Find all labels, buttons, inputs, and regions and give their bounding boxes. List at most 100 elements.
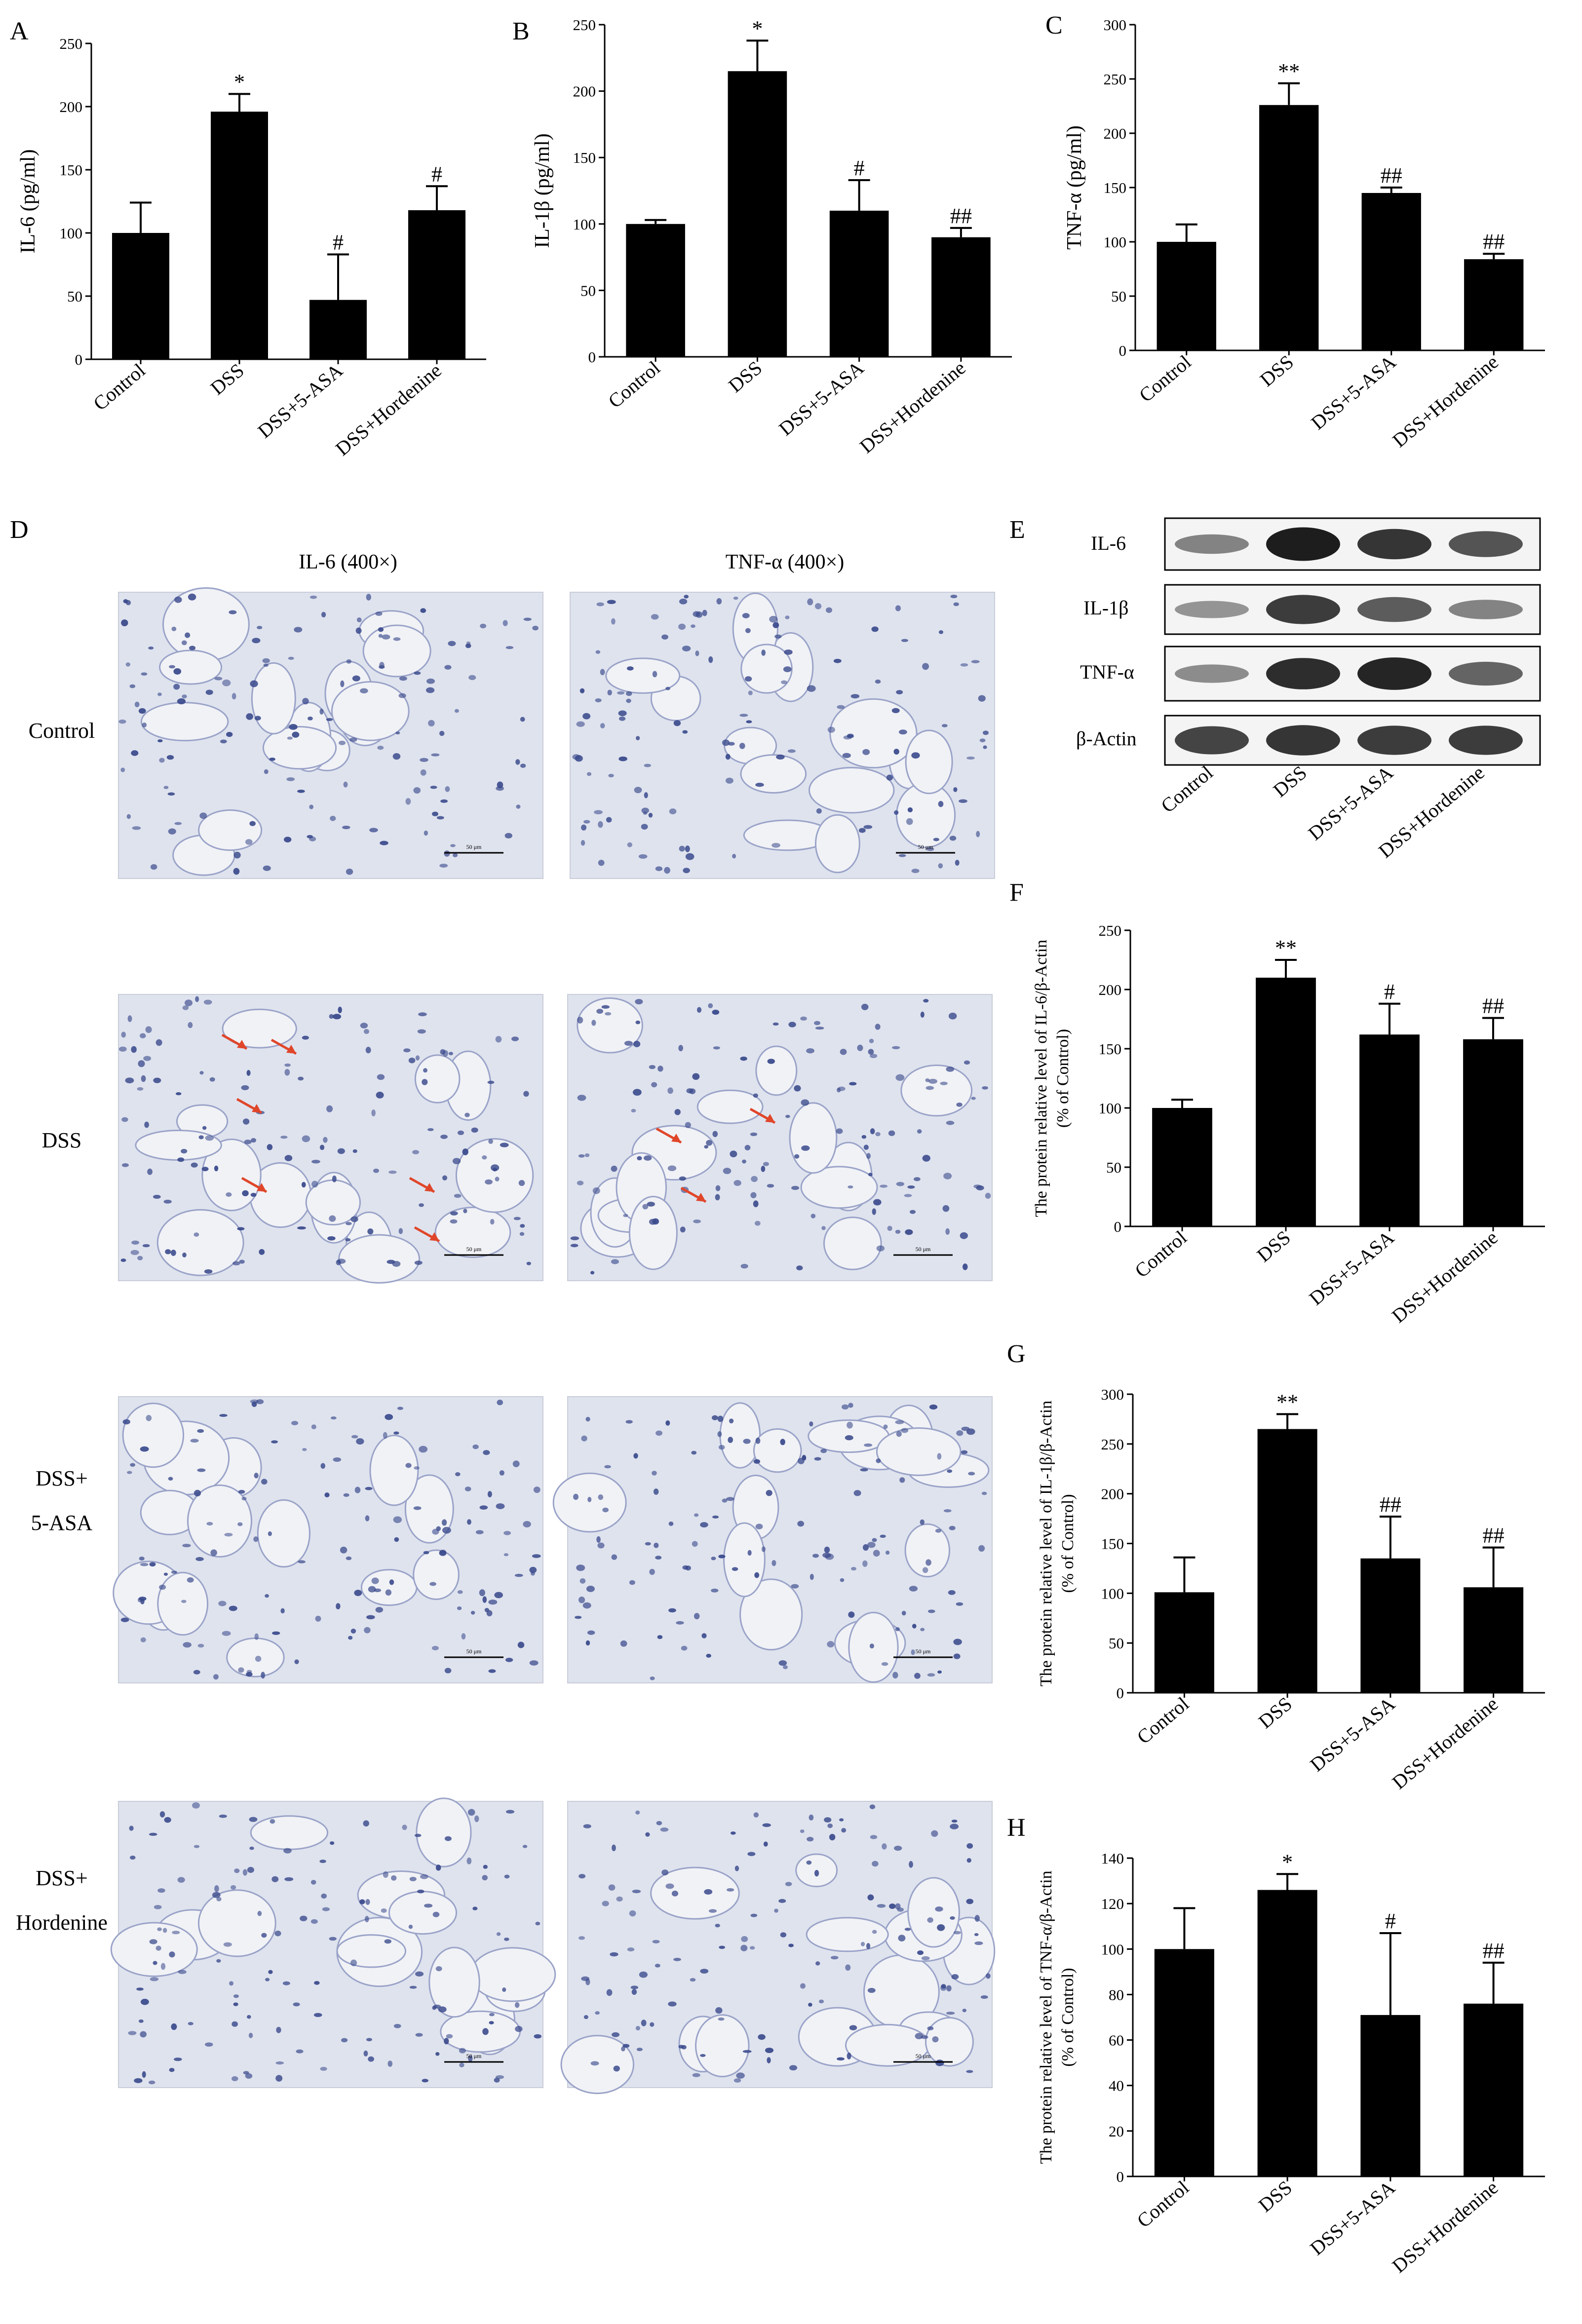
nucleus-dot [626, 666, 634, 671]
nucleus-dot [457, 1606, 462, 1610]
nucleus-dot [157, 1888, 165, 1893]
x-tick-label: DSS+5-ASA [1305, 1226, 1398, 1309]
nucleus-dot [883, 1424, 888, 1429]
nucleus-dot [806, 1048, 814, 1054]
nucleus-dot [140, 1446, 149, 1452]
nucleus-dot [265, 1594, 269, 1598]
bar-dss-hordenine [408, 210, 465, 359]
nucleus-dot [917, 1950, 924, 1955]
significance-marker: ** [1276, 1390, 1298, 1414]
nucleus-dot [343, 1493, 349, 1497]
scale-bar-label: 50 μm [918, 843, 933, 850]
blot-band [1357, 597, 1431, 622]
nucleus-dot [435, 1966, 442, 1972]
nucleus-dot [320, 1463, 326, 1469]
nucleus-dot [431, 1645, 439, 1650]
nucleus-dot [351, 1435, 358, 1439]
nucleus-dot [636, 2048, 643, 2052]
nucleus-dot [655, 866, 663, 872]
panel-letter-f: F [1009, 878, 1024, 907]
nucleus-dot [393, 2023, 401, 2028]
nucleus-dot [767, 1059, 775, 1064]
row-label-dss: DSS [42, 1128, 82, 1152]
nucleus-dot [668, 1521, 674, 1526]
nucleus-dot [776, 754, 785, 760]
nucleus-dot [636, 736, 640, 740]
nucleus-dot [649, 1219, 657, 1225]
x-tick-label: DSS+Hordenine [855, 356, 970, 457]
nucleus-dot [766, 1489, 772, 1496]
nucleus-dot [483, 1865, 488, 1869]
gland-shape [135, 1129, 222, 1161]
y-axis-label: TNF-α (pg/ml) [1063, 125, 1086, 250]
nucleus-dot [244, 1140, 252, 1144]
nucleus-dot [892, 1046, 900, 1049]
nucleus-dot [652, 1940, 660, 1943]
nucleus-dot [165, 1249, 171, 1255]
nucleus-dot [141, 1999, 149, 2005]
nucleus-dot [213, 1674, 219, 1680]
nucleus-dot [189, 646, 196, 650]
nucleus-dot [331, 1416, 337, 1420]
nucleus-dot [424, 830, 428, 836]
nucleus-dot [134, 701, 140, 708]
nucleus-dot [465, 643, 471, 648]
nucleus-dot [845, 1964, 851, 1971]
nucleus-dot [245, 1672, 253, 1677]
nucleus-dot [248, 2032, 253, 2038]
nucleus-dot [626, 698, 631, 703]
nucleus-dot [809, 1814, 814, 1821]
row-label-5asa-2: 5-ASA [31, 1511, 93, 1535]
nucleus-dot [718, 1445, 725, 1450]
nucleus-dot [381, 1908, 387, 1913]
scale-bar-label: 50 μm [916, 1648, 931, 1655]
gland-shape [753, 1428, 802, 1473]
nucleus-dot [490, 1219, 495, 1225]
blot-band [1357, 657, 1431, 690]
nucleus-dot [143, 1056, 152, 1061]
nucleus-dot [595, 2011, 600, 2015]
x-tick-label: DSS+5-ASA [254, 359, 347, 442]
gland-shape [628, 1196, 678, 1270]
nucleus-dot [715, 1185, 721, 1191]
nucleus-dot [745, 628, 751, 633]
nucleus-dot [233, 1994, 239, 1998]
nucleus-dot [142, 723, 147, 727]
nucleus-dot [686, 1088, 693, 1094]
nucleus-dot [399, 676, 407, 681]
nucleus-dot [723, 1168, 732, 1175]
nucleus-dot [871, 626, 879, 632]
nucleus-dot [684, 595, 689, 599]
nucleus-dot [895, 1627, 900, 1632]
nucleus-dot [268, 1970, 273, 1974]
nucleus-dot [199, 1071, 204, 1075]
nucleus-dot [873, 1199, 882, 1206]
nucleus-dot [712, 1131, 718, 1138]
x-tick-label: Control [604, 356, 664, 412]
nucleus-dot [955, 860, 960, 866]
nucleus-dot [592, 1187, 600, 1194]
nucleus-dot [839, 1818, 844, 1822]
nucleus-dot [739, 714, 748, 717]
nucleus-dot [439, 864, 448, 868]
nucleus-dot [870, 1128, 875, 1135]
bar-control [626, 224, 685, 357]
nucleus-dot [163, 1199, 172, 1204]
nucleus-dot [286, 777, 295, 781]
nucleus-dot [314, 1981, 320, 1985]
nucleus-dot [612, 1844, 616, 1851]
nucleus-dot [728, 1437, 733, 1443]
nucleus-dot [343, 781, 348, 788]
nucleus-dot [118, 1046, 127, 1052]
nucleus-dot [272, 1631, 280, 1635]
blot-band [1449, 531, 1523, 557]
nucleus-dot [951, 1820, 958, 1823]
nucleus-dot [679, 1176, 686, 1181]
nucleus-dot [309, 804, 314, 809]
nucleus-dot [742, 2050, 752, 2053]
nucleus-dot [153, 1961, 157, 1965]
nucleus-dot [966, 1843, 973, 1849]
nucleus-dot [237, 1522, 243, 1526]
nucleus-dot [238, 1489, 245, 1494]
significance-marker: * [752, 16, 763, 40]
